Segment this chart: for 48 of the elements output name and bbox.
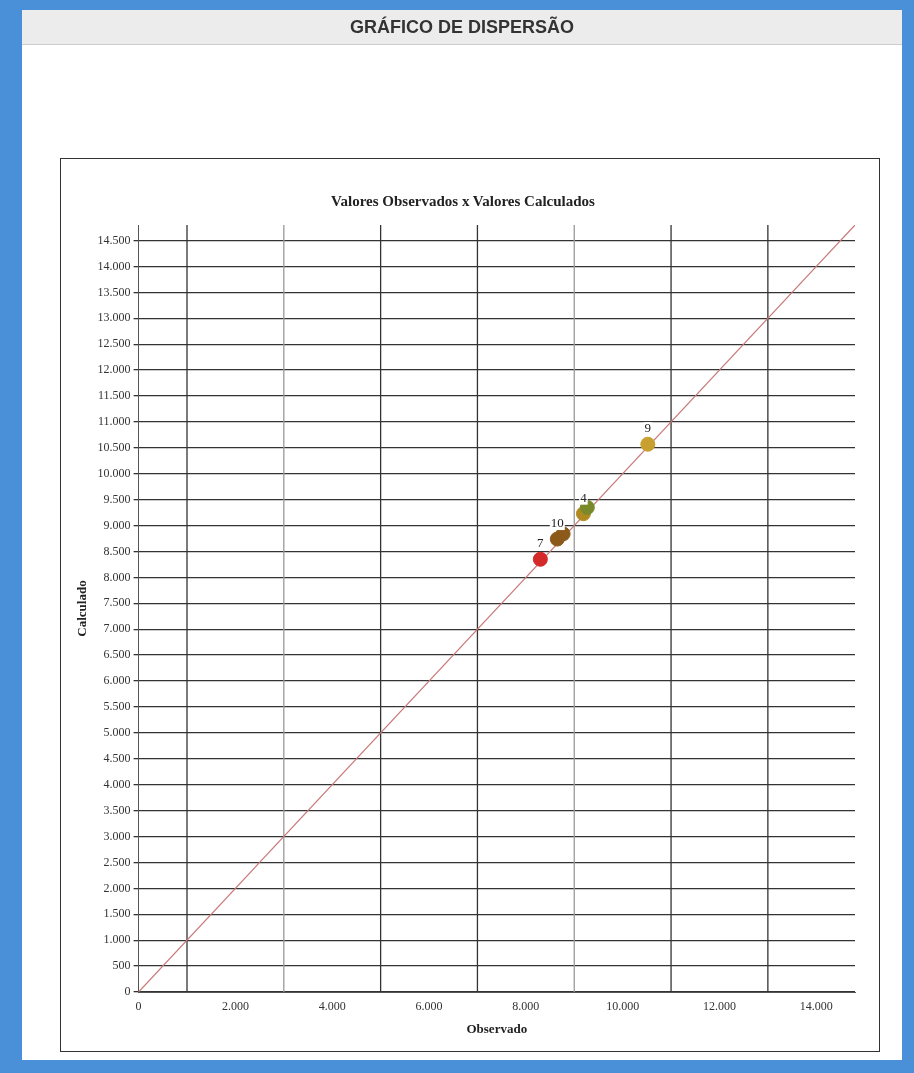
y-tick-label: 11.000 — [98, 414, 131, 429]
x-tick-label: 12.000 — [702, 999, 736, 1014]
y-tick-label: 10.000 — [97, 465, 131, 480]
y-tick-label: 12.000 — [97, 362, 131, 377]
y-tick-label: 9.000 — [103, 517, 131, 532]
annotation: 4 — [580, 489, 588, 505]
y-tick-label: 4.000 — [103, 776, 131, 791]
y-tick-label: 13.500 — [97, 284, 131, 299]
y-tick-label: 12.500 — [97, 336, 131, 351]
y-tick-label: 2.000 — [103, 880, 131, 895]
point — [532, 551, 548, 567]
y-tick-label: 8.000 — [103, 569, 131, 584]
y-tick-label: 3.500 — [103, 802, 131, 817]
y-tick-label: 4.500 — [103, 750, 131, 765]
x-tick-label: 10.000 — [606, 999, 640, 1014]
point — [640, 436, 656, 452]
annotation: 10 — [550, 514, 564, 530]
x-tick-label: 0 — [135, 999, 142, 1014]
x-axis-title: Observado — [466, 1020, 528, 1036]
x-tick-label: 2.000 — [221, 999, 249, 1014]
x-tick-label: 4.000 — [318, 999, 346, 1014]
y-tick-label: 6.000 — [103, 673, 131, 688]
y-tick-label: 8.500 — [103, 543, 131, 558]
y-tick-label: 500 — [112, 958, 131, 973]
y-tick-label: 6.500 — [103, 647, 131, 662]
x-tick-label: 8.000 — [512, 999, 540, 1014]
y-tick-label: 3.000 — [103, 828, 131, 843]
y-tick-label: 10.500 — [97, 440, 131, 454]
y-tick-label: 5.000 — [103, 725, 131, 740]
y-tick-label: 7.500 — [103, 595, 131, 610]
y-tick-label: 14.000 — [97, 258, 131, 273]
chart-subtitle: Valores Observados x Valores Calculados — [331, 192, 596, 209]
annotation: 7 — [537, 535, 545, 551]
x-tick-label: 6.000 — [415, 999, 443, 1014]
y-tick-label: 2.500 — [103, 854, 131, 869]
chart-title: GRÁFICO DE DISPERSÃO — [22, 10, 902, 45]
y-tick-label: 1.000 — [103, 932, 131, 947]
y-tick-label: 0 — [124, 984, 131, 999]
y-tick-label: 5.500 — [103, 699, 131, 714]
y-tick-label: 11.500 — [98, 388, 131, 403]
y-tick-label: 14.500 — [97, 232, 131, 247]
annotation: 9 — [644, 420, 652, 436]
y-tick-label: 7.000 — [103, 621, 131, 636]
x-tick-label: 14.000 — [799, 999, 833, 1014]
y-tick-label: 9.500 — [103, 491, 131, 506]
y-tick-label: 13.000 — [97, 310, 131, 325]
y-axis-title: Calculado — [74, 580, 90, 637]
y-tick-label: 1.500 — [103, 906, 131, 921]
